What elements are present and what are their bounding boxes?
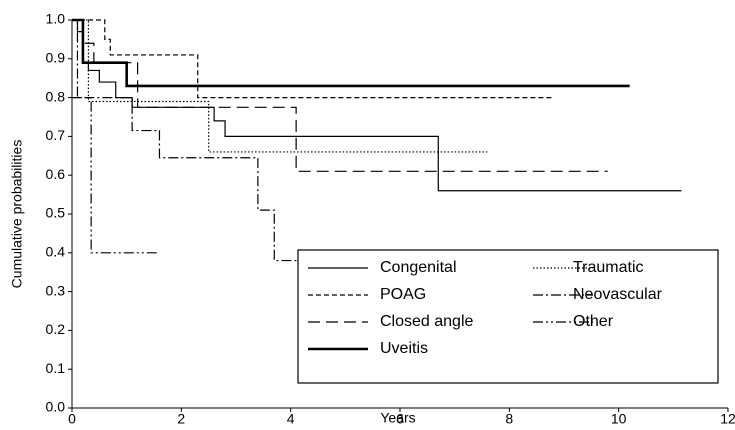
x-tick-label: 0 [68, 411, 76, 427]
km-curve [72, 19, 554, 99]
y-tick-label: 0.7 [46, 127, 66, 143]
km-curve [72, 97, 160, 254]
x-tick-label: 6 [396, 411, 404, 427]
km-curve [72, 19, 488, 153]
legend-label: Closed angle [380, 313, 474, 330]
legend-label: Other [573, 313, 614, 330]
y-tick-label: 1.0 [46, 11, 66, 27]
km-curve [72, 19, 682, 192]
y-tick-label: 0.5 [46, 205, 66, 221]
y-tick-label: 0.6 [46, 166, 66, 182]
y-tick-label: 0.4 [46, 244, 66, 260]
legend-label: Neovascular [573, 286, 663, 303]
x-tick-label: 2 [177, 411, 185, 427]
legend-label: POAG [380, 286, 426, 303]
legend-label: Traumatic [573, 259, 644, 276]
y-tick-label: 0.9 [46, 50, 66, 66]
x-tick-label: 8 [505, 411, 513, 427]
x-tick-label: 10 [611, 411, 627, 427]
legend-box [297, 249, 719, 384]
y-axis-label: Cumulative probabilities [9, 140, 25, 289]
x-tick-label: 4 [287, 411, 295, 427]
km-curve [72, 18, 630, 88]
x-tick-label: 12 [720, 411, 735, 427]
km-curve [72, 19, 515, 262]
y-tick-label: 0.3 [46, 282, 66, 298]
km-curve [72, 19, 608, 172]
y-tick-label: 0.0 [46, 399, 66, 415]
x-axis-label: Years [380, 410, 415, 426]
legend-label: Uveitis [380, 340, 428, 357]
y-tick-label: 0.1 [46, 360, 66, 376]
legend-label: Congenital [380, 259, 457, 276]
y-tick-label: 0.2 [46, 321, 66, 337]
y-tick-label: 0.8 [46, 88, 66, 104]
